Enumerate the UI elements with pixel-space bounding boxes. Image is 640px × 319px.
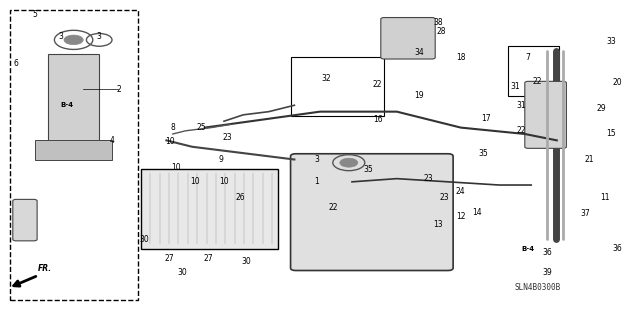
Text: 38: 38 [433, 18, 444, 27]
Text: 30: 30 [241, 257, 252, 266]
Text: 10: 10 [171, 163, 181, 172]
Text: 17: 17 [481, 114, 492, 122]
Text: 36: 36 [542, 248, 552, 256]
Text: 22: 22 [328, 203, 337, 212]
Text: SLN4B0300B: SLN4B0300B [515, 283, 561, 292]
Text: 22: 22 [533, 77, 542, 86]
Text: 10: 10 [164, 137, 175, 146]
Text: 8: 8 [170, 123, 175, 132]
FancyBboxPatch shape [508, 46, 559, 96]
Text: 36: 36 [612, 244, 623, 253]
Text: 29: 29 [596, 104, 607, 113]
Text: 20: 20 [612, 78, 623, 87]
Text: 19: 19 [414, 91, 424, 100]
Text: 5: 5 [33, 10, 38, 19]
Text: 1: 1 [314, 177, 319, 186]
FancyBboxPatch shape [291, 57, 384, 116]
FancyBboxPatch shape [13, 199, 37, 241]
Text: 21: 21 [584, 155, 593, 164]
Text: 27: 27 [203, 254, 213, 263]
FancyBboxPatch shape [141, 169, 278, 249]
Text: 18: 18 [456, 53, 465, 62]
Text: 22: 22 [517, 126, 526, 135]
Text: 23: 23 [424, 174, 434, 183]
Text: 16: 16 [372, 115, 383, 124]
Text: 35: 35 [363, 165, 373, 174]
FancyBboxPatch shape [10, 10, 138, 300]
Text: 7: 7 [525, 53, 531, 62]
FancyBboxPatch shape [381, 18, 435, 59]
Text: 37: 37 [580, 209, 591, 218]
Text: 23: 23 [440, 193, 450, 202]
Text: 39: 39 [542, 268, 552, 277]
FancyBboxPatch shape [291, 154, 453, 271]
Text: 13: 13 [433, 220, 444, 229]
Text: 15: 15 [606, 130, 616, 138]
Text: 4: 4 [109, 136, 115, 145]
Text: 9: 9 [218, 155, 223, 164]
Text: 11: 11 [600, 193, 609, 202]
Text: FR.: FR. [38, 264, 52, 273]
Text: 31: 31 [516, 101, 527, 110]
Text: 27: 27 [164, 254, 175, 263]
Text: 24: 24 [456, 187, 466, 196]
FancyBboxPatch shape [525, 81, 566, 148]
Text: 25: 25 [196, 123, 207, 132]
Text: 33: 33 [606, 37, 616, 46]
Text: 31: 31 [510, 82, 520, 91]
Text: 30: 30 [139, 235, 149, 244]
Text: 3: 3 [58, 32, 63, 41]
Text: 10: 10 [219, 177, 229, 186]
Text: 6: 6 [13, 59, 19, 68]
FancyBboxPatch shape [35, 140, 112, 160]
Text: 32: 32 [321, 74, 332, 83]
Circle shape [64, 35, 83, 45]
Text: 12: 12 [456, 212, 465, 221]
Text: 30: 30 [177, 268, 188, 277]
Text: 10: 10 [190, 177, 200, 186]
Text: 2: 2 [116, 85, 121, 94]
Circle shape [340, 158, 358, 167]
Text: 35: 35 [478, 149, 488, 158]
Text: 34: 34 [414, 48, 424, 57]
Text: 28: 28 [437, 27, 446, 36]
Text: 3: 3 [314, 155, 319, 164]
Text: B-4: B-4 [61, 102, 74, 108]
Text: 26: 26 [235, 193, 245, 202]
FancyBboxPatch shape [48, 54, 99, 144]
Text: 23: 23 [222, 133, 232, 142]
Text: 14: 14 [472, 208, 482, 217]
Text: 22: 22 [373, 80, 382, 89]
Text: 3: 3 [97, 32, 102, 41]
Text: B-4: B-4 [522, 246, 534, 252]
